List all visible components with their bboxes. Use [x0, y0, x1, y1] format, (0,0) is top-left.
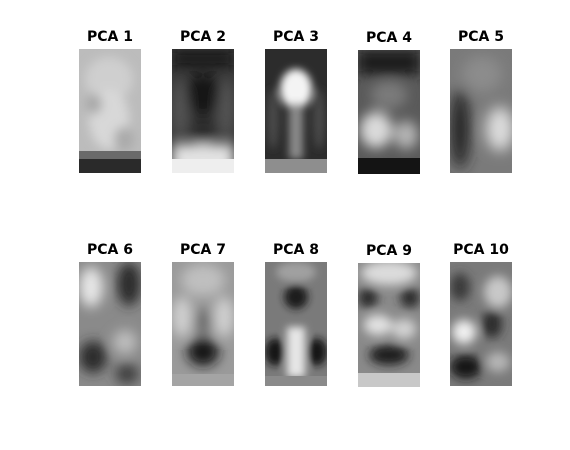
eigenimage-pca-1 [79, 49, 141, 173]
panel-title: PCA 6 [87, 242, 133, 258]
panel-title: PCA 7 [180, 242, 226, 258]
eigenimage-pca-6 [79, 262, 141, 386]
panel-title: PCA 2 [180, 29, 226, 45]
panel-title: PCA 5 [458, 29, 504, 45]
panel-title: PCA 8 [273, 242, 319, 258]
eigenimage-pca-10 [450, 262, 512, 386]
panel-title: PCA 9 [366, 243, 412, 259]
eigenimage-pca-3 [265, 49, 327, 173]
eigenimage-pca-2 [172, 49, 234, 173]
eigenimage-pca-9 [358, 263, 420, 387]
eigenimage-pca-8 [265, 262, 327, 386]
eigenimage-pca-5 [450, 49, 512, 173]
panel-title: PCA 10 [453, 242, 509, 258]
eigenimage-pca-4 [358, 50, 420, 174]
panel-title: PCA 4 [366, 30, 412, 46]
eigenimage-pca-7 [172, 262, 234, 386]
panel-title: PCA 3 [273, 29, 319, 45]
panel-title: PCA 1 [87, 29, 133, 45]
